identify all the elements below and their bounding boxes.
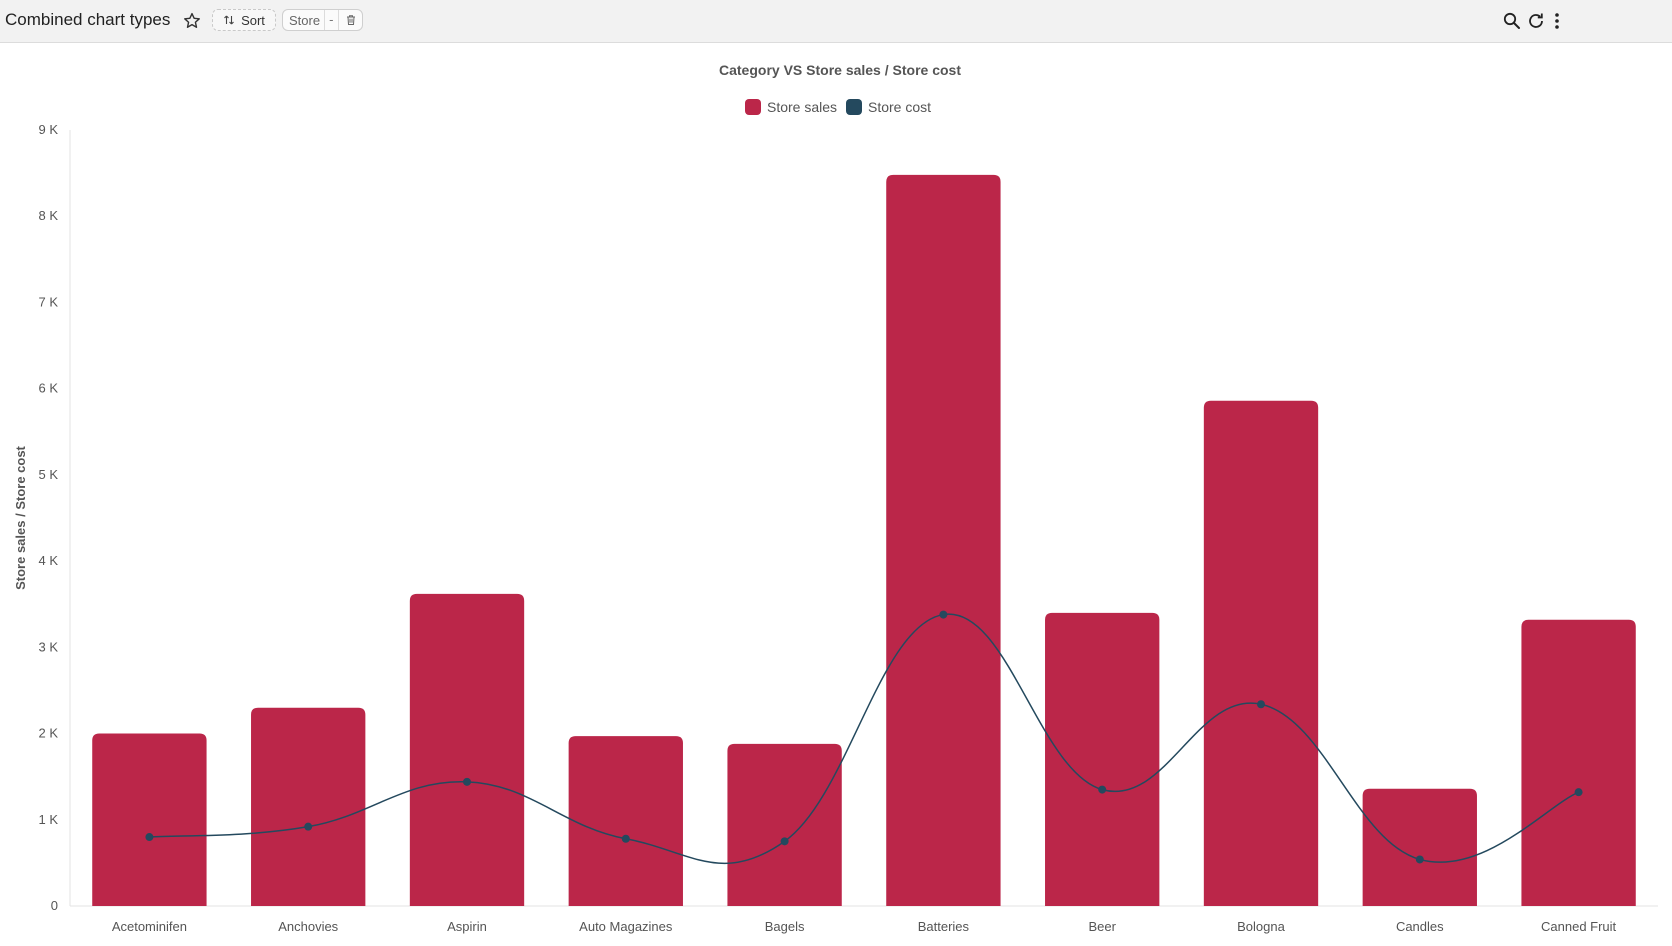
- y-tick-label: 4 K: [38, 553, 58, 568]
- y-tick-label: 8 K: [38, 208, 58, 223]
- legend-label-store-sales: Store sales: [767, 99, 837, 115]
- y-tick-label: 6 K: [38, 381, 58, 396]
- x-tick-label: Bagels: [765, 919, 805, 934]
- legend-label-store-cost: Store cost: [868, 99, 931, 115]
- x-tick-label: Aspirin: [447, 919, 487, 934]
- store-filter-chip[interactable]: Store -: [282, 9, 363, 31]
- store-filter-label: Store: [289, 12, 321, 28]
- sort-button[interactable]: Sort: [212, 9, 276, 31]
- y-axis-ticks: 0 1 K 2 K 3 K 4 K 5 K 6 K 7 K 8 K 9 K: [38, 122, 58, 913]
- chart-panel: Category VS Store sales / Store cost Sto…: [0, 43, 1672, 941]
- y-tick-label: 0: [51, 898, 58, 913]
- sort-button-label: Sort: [241, 12, 265, 28]
- legend-swatch-store-cost: [846, 99, 862, 115]
- point-store-cost-anchovies[interactable]: [304, 822, 313, 831]
- point-store-cost-auto-magazines[interactable]: [621, 834, 630, 843]
- bar-store-sales-acetominifen[interactable]: [92, 733, 207, 906]
- x-tick-label: Batteries: [918, 919, 970, 934]
- point-store-cost-batteries[interactable]: [939, 610, 948, 619]
- y-tick-label: 3 K: [38, 639, 58, 654]
- legend-item-store-sales[interactable]: Store sales: [745, 99, 837, 115]
- bar-store-sales-bagels[interactable]: [727, 743, 842, 906]
- x-axis-ticks: Acetominifen Anchovies Aspirin Auto Magazin…: [112, 919, 1617, 934]
- remove-filter-button[interactable]: [337, 10, 362, 30]
- point-store-cost-candles[interactable]: [1415, 855, 1424, 864]
- point-store-cost-bologna[interactable]: [1257, 700, 1265, 709]
- star-icon[interactable]: [182, 11, 202, 31]
- search-icon[interactable]: [1502, 11, 1522, 31]
- x-tick-label: Beer: [1088, 919, 1116, 934]
- store-cost-line: [149, 613, 1579, 865]
- point-store-cost-beer[interactable]: [1098, 785, 1107, 794]
- y-tick-label: 5 K: [38, 467, 58, 482]
- x-tick-label: Auto Magazines: [579, 919, 673, 934]
- y-tick-label: 2 K: [38, 726, 58, 741]
- point-store-cost-aspirin[interactable]: [463, 777, 471, 786]
- bar-store-sales-canned-fruit[interactable]: [1521, 619, 1636, 906]
- bar-store-sales-candles[interactable]: [1362, 788, 1477, 906]
- store-filter-value[interactable]: -: [323, 10, 338, 30]
- y-axis-label: Store sales / Store cost: [13, 445, 28, 589]
- chart-title: Category VS Store sales / Store cost: [719, 62, 961, 78]
- bar-store-sales-auto-magazines[interactable]: [568, 736, 683, 906]
- combined-chart: Category VS Store sales / Store cost Sto…: [13, 62, 1658, 934]
- refresh-icon[interactable]: [1526, 11, 1546, 31]
- legend-item-store-cost[interactable]: Store cost: [846, 99, 931, 115]
- x-tick-label: Canned Fruit: [1541, 919, 1617, 934]
- x-tick-label: Candles: [1396, 919, 1444, 934]
- bar-store-sales-beer[interactable]: [1045, 612, 1160, 906]
- point-store-cost-bagels[interactable]: [780, 837, 789, 846]
- point-store-cost-canned-fruit[interactable]: [1574, 788, 1583, 797]
- sort-icon: [224, 15, 234, 25]
- store-cost-points: [145, 610, 1583, 864]
- toolbar: Combined chart types Sort Store -: [0, 0, 1672, 43]
- page-title: Combined chart types: [5, 10, 171, 29]
- legend-swatch-store-sales: [745, 99, 761, 115]
- y-tick-label: 7 K: [38, 294, 58, 309]
- x-tick-label: Bologna: [1237, 919, 1285, 934]
- trash-icon: [346, 15, 355, 25]
- point-store-cost-acetominifen[interactable]: [145, 833, 154, 842]
- store-sales-bars: [92, 174, 1636, 906]
- bar-store-sales-bologna[interactable]: [1203, 400, 1319, 906]
- y-tick-label: 1 K: [38, 812, 58, 827]
- y-tick-label: 9 K: [38, 122, 58, 137]
- bar-store-sales-anchovies[interactable]: [251, 707, 366, 906]
- bar-store-sales-aspirin[interactable]: [409, 593, 525, 906]
- more-vertical-icon[interactable]: [1550, 11, 1564, 31]
- x-tick-label: Anchovies: [278, 919, 338, 934]
- bar-store-sales-batteries[interactable]: [886, 174, 1001, 906]
- legend: Store sales Store cost: [745, 99, 931, 115]
- x-tick-label: Acetominifen: [112, 919, 187, 934]
